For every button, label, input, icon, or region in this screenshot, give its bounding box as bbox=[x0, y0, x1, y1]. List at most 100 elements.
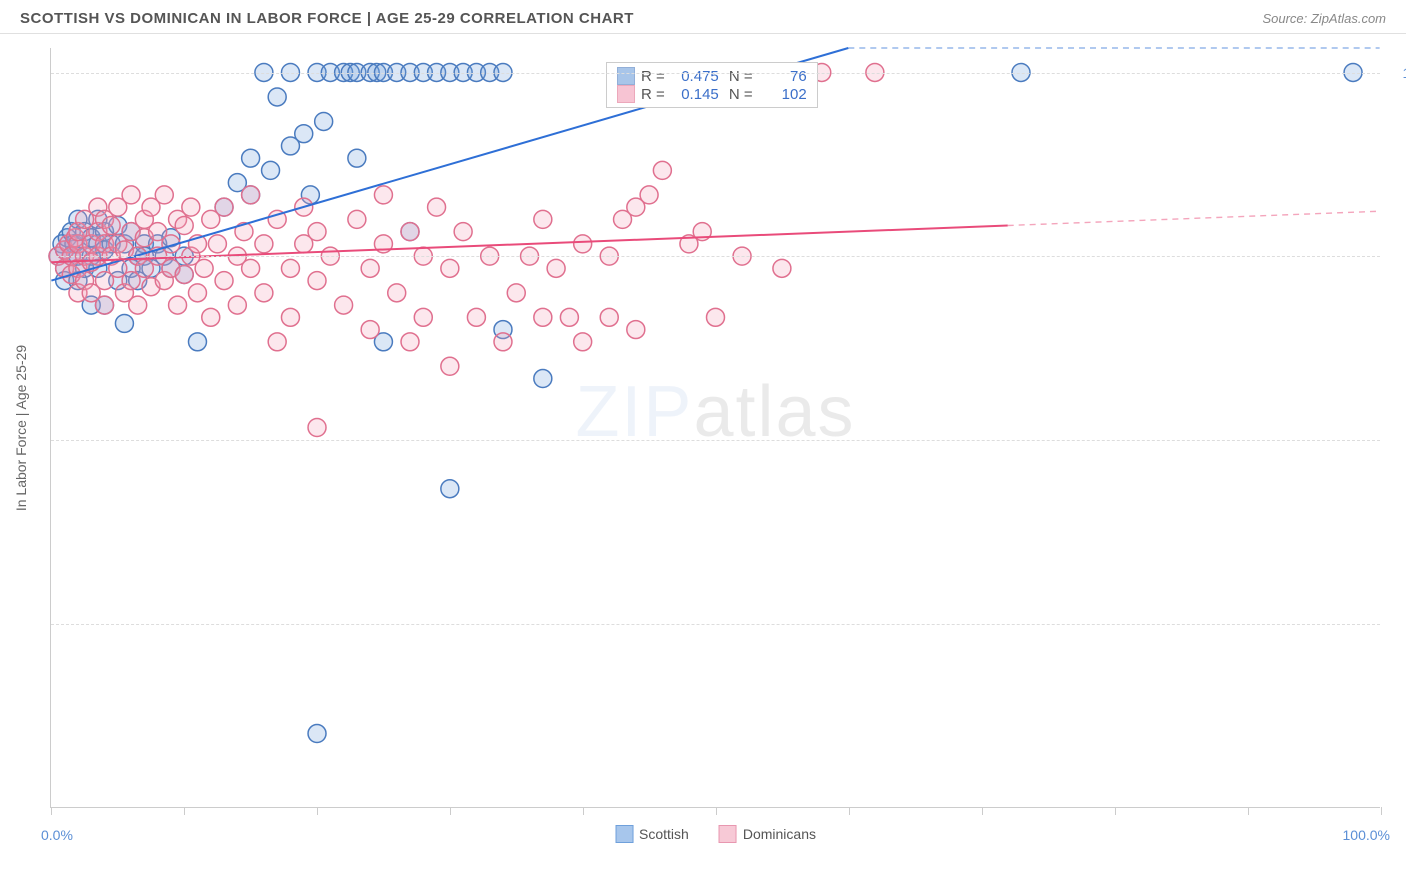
y-tick-label: 85.0% bbox=[1390, 248, 1406, 264]
data-point bbox=[627, 198, 645, 216]
r-value: 0.475 bbox=[671, 68, 719, 85]
data-point bbox=[188, 333, 206, 351]
gridline bbox=[51, 256, 1380, 257]
data-point bbox=[308, 725, 326, 743]
x-tick bbox=[51, 807, 52, 815]
data-point bbox=[281, 308, 299, 326]
stats-legend: R = 0.475 N = 76 R = 0.145 N = 102 bbox=[606, 62, 818, 108]
data-point bbox=[102, 217, 120, 235]
data-point bbox=[348, 149, 366, 167]
y-tick-label: 55.0% bbox=[1390, 616, 1406, 632]
data-point bbox=[169, 296, 187, 314]
x-axis-max-label: 100.0% bbox=[1343, 827, 1390, 843]
x-tick bbox=[982, 807, 983, 815]
data-point bbox=[441, 480, 459, 498]
data-point bbox=[228, 296, 246, 314]
data-point bbox=[242, 149, 260, 167]
gridline bbox=[51, 624, 1380, 625]
legend-item: Scottish bbox=[615, 825, 689, 843]
legend-swatch bbox=[719, 825, 737, 843]
x-tick bbox=[1381, 807, 1382, 815]
n-value: 102 bbox=[759, 86, 807, 103]
series-legend: Scottish Dominicans bbox=[615, 825, 816, 843]
data-point bbox=[262, 161, 280, 179]
data-point bbox=[208, 235, 226, 253]
data-point bbox=[348, 210, 366, 228]
data-point bbox=[155, 186, 173, 204]
legend-swatch bbox=[615, 825, 633, 843]
data-point bbox=[707, 308, 725, 326]
legend-label: Dominicans bbox=[743, 826, 816, 842]
data-point bbox=[361, 259, 379, 277]
legend-row: R = 0.475 N = 76 bbox=[617, 67, 807, 85]
data-point bbox=[281, 259, 299, 277]
data-point bbox=[534, 308, 552, 326]
data-point bbox=[335, 296, 353, 314]
data-point bbox=[534, 210, 552, 228]
r-label: R = bbox=[641, 68, 665, 85]
data-point bbox=[600, 308, 618, 326]
data-point bbox=[308, 419, 326, 437]
data-point bbox=[454, 223, 472, 241]
data-point bbox=[308, 223, 326, 241]
y-tick-label: 70.0% bbox=[1390, 432, 1406, 448]
data-point bbox=[494, 333, 512, 351]
data-point bbox=[115, 314, 133, 332]
data-point bbox=[188, 284, 206, 302]
x-tick bbox=[450, 807, 451, 815]
source-label: Source: ZipAtlas.com bbox=[1262, 11, 1386, 26]
data-point bbox=[534, 370, 552, 388]
data-point bbox=[560, 308, 578, 326]
data-point bbox=[122, 186, 140, 204]
data-point bbox=[182, 198, 200, 216]
legend-swatch bbox=[617, 67, 635, 85]
data-point bbox=[202, 308, 220, 326]
data-point bbox=[653, 161, 671, 179]
y-axis-title: In Labor Force | Age 25-29 bbox=[13, 344, 29, 510]
r-label: R = bbox=[641, 86, 665, 103]
data-point bbox=[215, 198, 233, 216]
data-point bbox=[627, 321, 645, 339]
scatter-chart: In Labor Force | Age 25-29 ZIPatlas R = … bbox=[50, 48, 1380, 808]
x-axis-min-label: 0.0% bbox=[41, 827, 73, 843]
data-point bbox=[308, 272, 326, 290]
data-point bbox=[388, 284, 406, 302]
data-point bbox=[268, 333, 286, 351]
data-point bbox=[428, 198, 446, 216]
x-tick bbox=[849, 807, 850, 815]
data-point bbox=[574, 333, 592, 351]
data-point bbox=[215, 272, 233, 290]
data-point bbox=[414, 308, 432, 326]
x-tick bbox=[716, 807, 717, 815]
y-tick-label: 100.0% bbox=[1390, 65, 1406, 81]
data-point bbox=[175, 265, 193, 283]
chart-svg-layer bbox=[51, 48, 1380, 807]
x-tick bbox=[317, 807, 318, 815]
n-label: N = bbox=[725, 68, 753, 85]
data-point bbox=[175, 217, 193, 235]
r-value: 0.145 bbox=[671, 86, 719, 103]
legend-label: Scottish bbox=[639, 826, 689, 842]
legend-item: Dominicans bbox=[719, 825, 816, 843]
data-point bbox=[195, 259, 213, 277]
data-point bbox=[773, 259, 791, 277]
data-point bbox=[401, 223, 419, 241]
data-point bbox=[242, 259, 260, 277]
gridline bbox=[51, 440, 1380, 441]
data-point bbox=[441, 357, 459, 375]
gridline bbox=[51, 73, 1380, 74]
data-point bbox=[507, 284, 525, 302]
data-point bbox=[374, 186, 392, 204]
n-value: 76 bbox=[759, 68, 807, 85]
data-point bbox=[467, 308, 485, 326]
legend-row: R = 0.145 N = 102 bbox=[617, 85, 807, 103]
x-tick bbox=[1115, 807, 1116, 815]
n-label: N = bbox=[725, 86, 753, 103]
x-tick bbox=[1248, 807, 1249, 815]
data-point bbox=[268, 88, 286, 106]
trend-line-extension bbox=[1008, 211, 1380, 225]
x-tick bbox=[184, 807, 185, 815]
x-tick bbox=[583, 807, 584, 815]
data-point bbox=[255, 284, 273, 302]
data-point bbox=[129, 296, 147, 314]
